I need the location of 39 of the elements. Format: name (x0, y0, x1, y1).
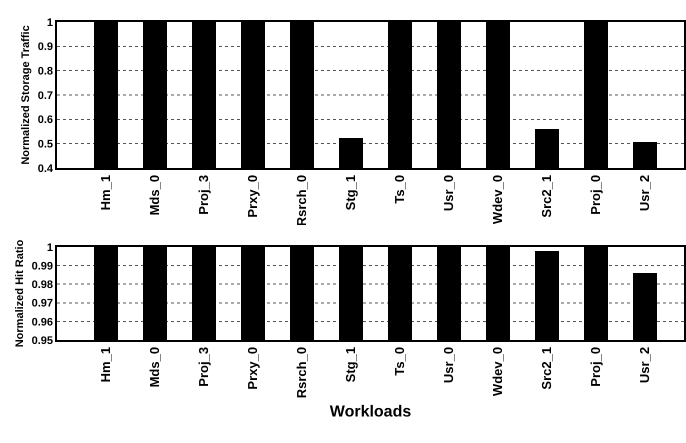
y-tick-label: 0.96 (32, 316, 54, 328)
x-tick-label: Prxy_0 (245, 346, 260, 390)
y-tick-label: 0.98 (32, 279, 54, 292)
x-tick-label: Src2_1 (539, 174, 554, 218)
x-tick-label: Proj_3 (196, 174, 212, 215)
x-tick-label: Prxy_0 (245, 174, 260, 218)
y-tick-label: 0.95 (32, 334, 54, 347)
x-tick-label: Usr_2 (637, 346, 652, 384)
y-axis-title: Normalized Storage Traffic (20, 25, 32, 165)
x-tick-label: Hm_1 (98, 174, 114, 210)
x-tick-label: Proj_3 (196, 346, 212, 387)
x-tick-label: Stg_1 (343, 174, 358, 210)
x-tick-label: Ts_0 (392, 346, 408, 376)
x-tick-label: Proj_0 (588, 346, 604, 387)
y-tick-label: 0.7 (38, 90, 54, 102)
x-tick-label: Src2_1 (539, 346, 554, 390)
x-tick-label: Hm_1 (98, 346, 114, 382)
x-tick-label: Wdev_0 (490, 346, 506, 396)
y-tick-label: 0.9 (38, 41, 54, 54)
x-tick-label: Usr_0 (441, 346, 456, 384)
x-tick-label: Rsrch_0 (294, 346, 310, 398)
y-tick-label: 0.6 (38, 114, 54, 126)
y-axis-title: Normalized Hit Ratio (14, 239, 26, 348)
y-tick-label: 0.97 (32, 298, 54, 310)
y-tick-label: 0.4 (38, 162, 54, 175)
x-tick-label: Wdev_0 (490, 174, 506, 224)
x-tick-label: Mds_0 (147, 346, 162, 388)
y-tick-label: 1 (46, 16, 54, 29)
x-tick-label: Usr_2 (637, 174, 652, 212)
x-tick-label: Mds_0 (147, 174, 162, 216)
y-tick-label: 0.8 (38, 66, 54, 78)
x-tick-label: Proj_0 (588, 174, 604, 215)
x-tick-label: Stg_1 (343, 346, 358, 382)
x-axis-title: Workloads (330, 403, 412, 420)
x-tick-label: Ts_0 (392, 174, 408, 204)
y-tick-label: 1 (46, 242, 54, 254)
y-tick-label: 0.5 (38, 138, 54, 151)
y-tick-label: 0.99 (32, 260, 54, 272)
x-tick-label: Usr_0 (441, 174, 456, 212)
